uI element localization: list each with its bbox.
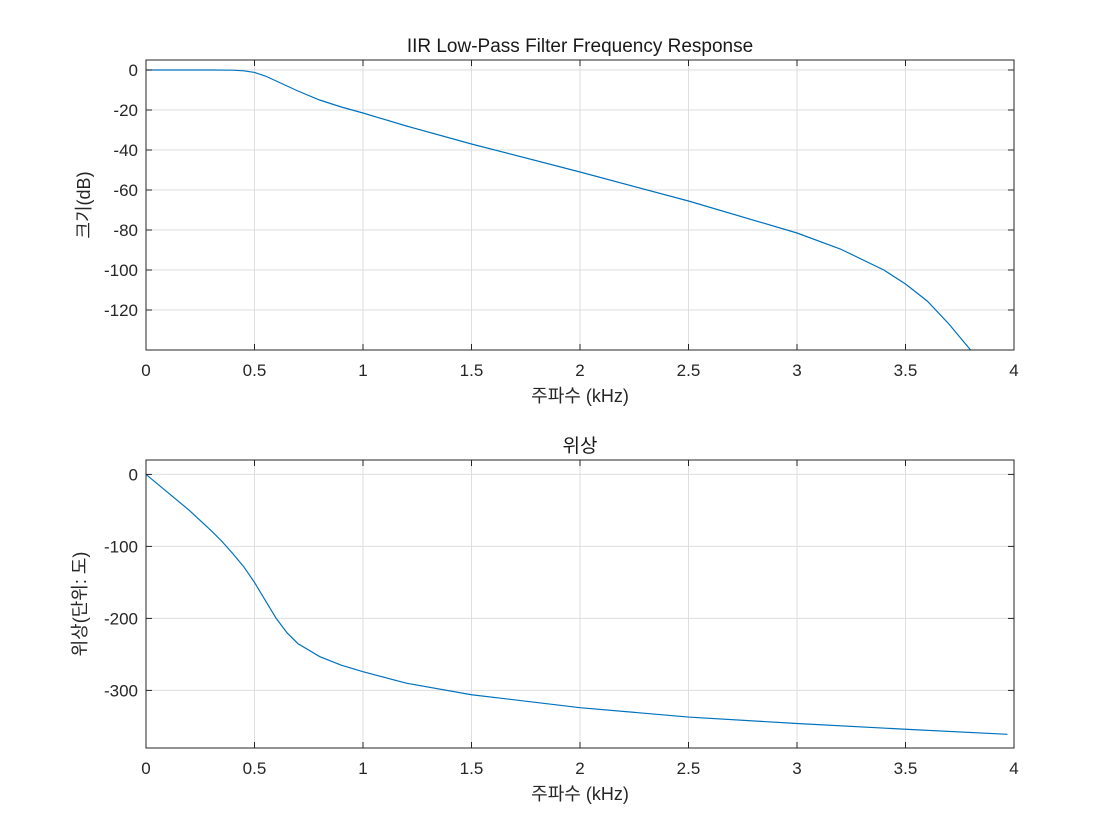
magnitude-x-tick-label: 1.5 bbox=[460, 361, 484, 380]
phase-x-tick-label: 3 bbox=[792, 759, 801, 778]
magnitude-y-tick-label: 0 bbox=[129, 61, 138, 80]
phase-series-line bbox=[146, 473, 1008, 735]
phase-x-tick-label: 2.5 bbox=[677, 759, 701, 778]
magnitude-y-tick-label: -80 bbox=[113, 221, 138, 240]
phase-x-tick-label: 4 bbox=[1009, 759, 1018, 778]
magnitude-y-tick-label: -20 bbox=[113, 101, 138, 120]
magnitude-y-tick-label: -120 bbox=[104, 301, 138, 320]
phase-x-tick-label: 1 bbox=[358, 759, 367, 778]
phase-x-tick-label: 1.5 bbox=[460, 759, 484, 778]
magnitude-x-tick-label: 2.5 bbox=[677, 361, 701, 380]
phase-y-tick-label: 0 bbox=[129, 465, 138, 484]
magnitude-y-tick-label: -60 bbox=[113, 181, 138, 200]
magnitude-x-tick-label: 1 bbox=[358, 361, 367, 380]
magnitude-x-tick-label: 0.5 bbox=[243, 361, 267, 380]
magnitude-x-tick-label: 3 bbox=[792, 361, 801, 380]
phase-chart-title: 위상 bbox=[563, 435, 598, 457]
magnitude-chart-title: IIR Low-Pass Filter Frequency Response bbox=[407, 36, 753, 57]
magnitude-plot: 0 0.5 1 1.5 2 2.5 3 3.5 4 0 -20 -40 -60 -80 -100 -120 II… bbox=[74, 36, 1019, 406]
magnitude-x-axis-label: 주파수 (kHz) bbox=[531, 386, 629, 406]
phase-x-tick-label: 0.5 bbox=[243, 759, 267, 778]
magnitude-y-axis-label: 크기(dB) bbox=[74, 171, 94, 238]
phase-y-tick-label: -100 bbox=[104, 537, 138, 556]
phase-x-tick-label: 0 bbox=[141, 759, 150, 778]
magnitude-x-tick-label: 0 bbox=[141, 361, 150, 380]
phase-y-axis-label: 위상(단위: 도) bbox=[70, 552, 90, 657]
magnitude-y-tick-label: -100 bbox=[104, 261, 138, 280]
magnitude-series-line bbox=[146, 69, 972, 350]
phase-y-tick-label: -300 bbox=[104, 681, 138, 700]
magnitude-y-tick-label: -40 bbox=[113, 141, 138, 160]
magnitude-x-tick-label: 2 bbox=[575, 361, 584, 380]
phase-x-axis-label: 주파수 (kHz) bbox=[531, 784, 629, 804]
phase-x-tick-label: 3.5 bbox=[894, 759, 918, 778]
magnitude-x-tick-label: 3.5 bbox=[894, 361, 918, 380]
phase-y-tick-label: -200 bbox=[104, 609, 138, 628]
magnitude-x-tick-label: 4 bbox=[1009, 361, 1018, 380]
phase-x-tick-label: 2 bbox=[575, 759, 584, 778]
